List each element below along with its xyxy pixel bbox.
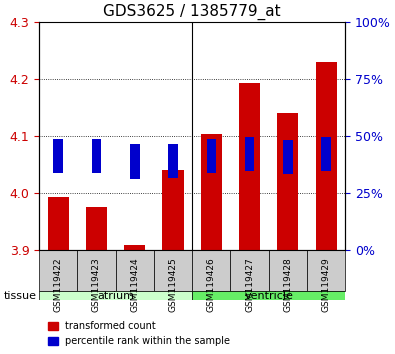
Bar (316, 62, 337, 250)
FancyBboxPatch shape (116, 250, 154, 291)
Title: GDS3625 / 1385779_at: GDS3625 / 1385779_at (103, 4, 281, 21)
Legend: transformed count, percentile rank within the sample: transformed count, percentile rank withi… (44, 318, 234, 350)
Bar (86, 207, 107, 250)
FancyBboxPatch shape (230, 250, 269, 291)
Bar (239, 83, 260, 250)
Text: GSM119425: GSM119425 (169, 257, 177, 312)
Text: GSM119426: GSM119426 (207, 257, 216, 312)
Text: GSM119427: GSM119427 (245, 257, 254, 312)
Bar (124, 245, 145, 250)
Bar (245, 137, 254, 171)
Text: GSM119423: GSM119423 (92, 257, 101, 312)
FancyBboxPatch shape (39, 291, 192, 300)
Bar (92, 139, 101, 173)
FancyBboxPatch shape (192, 291, 345, 300)
FancyBboxPatch shape (77, 250, 116, 291)
Bar (201, 134, 222, 250)
Bar (130, 144, 139, 178)
FancyBboxPatch shape (154, 250, 192, 291)
Bar (162, 170, 184, 250)
Text: atrium: atrium (97, 291, 134, 301)
Bar (277, 113, 298, 250)
Text: ventricle: ventricle (244, 291, 293, 301)
Text: GSM119422: GSM119422 (54, 257, 63, 312)
Text: tissue: tissue (4, 291, 37, 301)
Bar (321, 137, 331, 171)
Text: GSM119424: GSM119424 (130, 257, 139, 312)
Bar (48, 197, 69, 250)
FancyBboxPatch shape (39, 250, 77, 291)
Bar (283, 140, 293, 174)
Text: GSM119429: GSM119429 (322, 257, 331, 312)
FancyBboxPatch shape (269, 250, 307, 291)
Bar (168, 144, 178, 178)
FancyBboxPatch shape (307, 250, 345, 291)
FancyBboxPatch shape (192, 250, 230, 291)
Bar (207, 139, 216, 173)
Text: GSM119428: GSM119428 (283, 257, 292, 312)
Bar (53, 139, 63, 173)
